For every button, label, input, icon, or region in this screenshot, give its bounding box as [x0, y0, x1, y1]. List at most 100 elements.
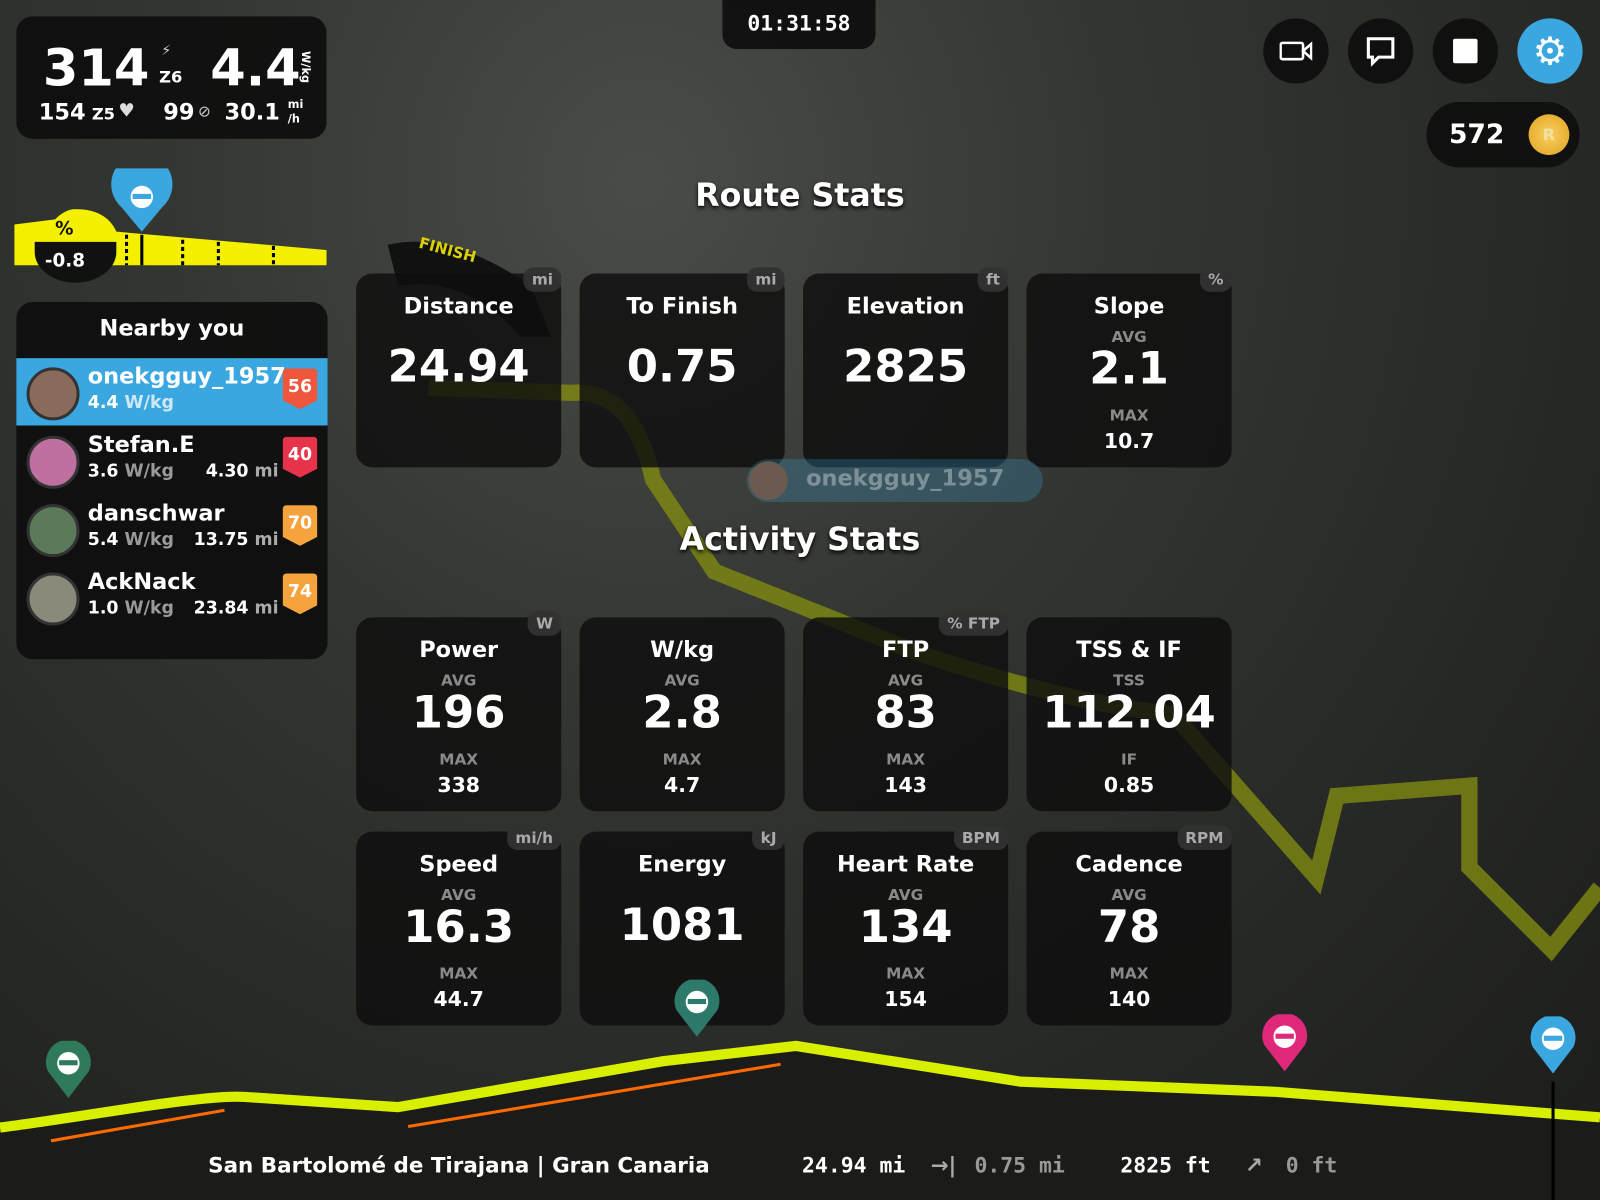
card-title: Cadence	[1075, 852, 1183, 878]
max-label: MAX	[1109, 406, 1149, 425]
elevation-effort-line	[50, 1062, 781, 1143]
stat-card-heart-rate: Heart Rate BPM AVG 134 MAX 154	[803, 825, 1009, 1026]
stat-card-w-kg: W/kg AVG 2.8 MAX 4.7	[579, 617, 785, 812]
climb-remaining: 0 ft	[1285, 1153, 1338, 1178]
avatar	[26, 504, 80, 558]
card-unit: BPM	[953, 825, 1009, 850]
max-label: MAX	[886, 964, 926, 983]
card-title: Speed	[419, 852, 499, 878]
avg-label: TSS	[1113, 671, 1145, 690]
speed-unit-top: mi	[287, 97, 304, 112]
card-title: W/kg	[650, 637, 715, 664]
max-label: IF	[1120, 749, 1138, 769]
card-title: Heart Rate	[837, 852, 975, 878]
max-value: 143	[884, 772, 927, 797]
card-title: Power	[419, 637, 499, 664]
wkg-value: 4.4	[210, 38, 301, 98]
card-value: 16.3	[403, 901, 515, 954]
level-badge: 74	[282, 573, 318, 615]
rider-name: Stefan.E	[87, 432, 195, 459]
rider-distance: 4.30 mi	[205, 461, 279, 482]
card-unit: RPM	[1177, 825, 1232, 850]
avg-label: AVG	[887, 885, 924, 905]
card-unit: mi	[747, 267, 785, 292]
rider-distance: 23.84 mi	[193, 597, 279, 619]
level-badge: 70	[282, 505, 318, 546]
rider-row[interactable]: Stefan.E 3.6 W/kg 4.30 mi 40	[16, 427, 327, 494]
avg-label: AVG	[441, 885, 477, 905]
camera-icon	[1279, 41, 1313, 61]
card-title: FTP	[882, 637, 930, 664]
rider-wkg: 5.4 W/kg	[87, 529, 174, 550]
rider-position-marker-icon	[674, 979, 720, 1037]
cadence-icon: ⊘	[197, 102, 211, 121]
rider-wkg: 3.6 W/kg	[87, 461, 174, 482]
rider-row[interactable]: danschwar 5.4 W/kg 13.75 mi 70	[16, 495, 327, 562]
stat-card-elevation: Elevation ft 2825	[803, 267, 1009, 468]
card-unit: %	[1199, 267, 1232, 292]
stat-card-to-finish: To Finish mi 0.75	[579, 267, 785, 468]
rider-row[interactable]: AckNack 1.0 W/kg 23.84 mi 74	[16, 563, 327, 630]
settings-button[interactable]: ⚙	[1517, 18, 1583, 84]
max-label: MAX	[439, 964, 479, 983]
card-value: 1081	[619, 898, 745, 952]
level-badge: 56	[282, 368, 318, 410]
card-value: 24.94	[387, 340, 530, 393]
rider-name: onekgguy_1957	[87, 364, 286, 390]
avatar	[26, 572, 80, 626]
card-value: 83	[874, 686, 937, 739]
max-label: MAX	[1109, 964, 1149, 983]
coin-icon: R	[1528, 114, 1570, 156]
slope-profile	[14, 168, 327, 283]
card-unit: kJ	[752, 825, 785, 850]
camera-button[interactable]	[1263, 18, 1329, 84]
to-finish-icon: →|	[930, 1153, 957, 1178]
max-value: 154	[884, 986, 927, 1012]
elevation-profile-fill	[0, 1045, 1600, 1200]
rider-hud: 314 ⚡ Z6 4.4 W/kg 154 Z5 ♥ 99 ⊘ 30.1 mi …	[16, 16, 327, 139]
card-title: TSS & IF	[1076, 637, 1182, 664]
card-unit: mi/h	[507, 825, 562, 850]
rider-wkg: 4.4 W/kg	[87, 392, 174, 414]
rider-wkg: 1.0 W/kg	[87, 597, 174, 619]
avatar	[26, 435, 80, 489]
level-badge: 40	[282, 436, 318, 478]
to-finish-distance: 0.75 mi	[974, 1153, 1065, 1178]
slope-label: %	[55, 218, 74, 240]
coins-value: 572	[1448, 119, 1505, 150]
hr-zone: Z5	[91, 104, 116, 124]
stat-card-tss-if: TSS & IF TSS 112.04 IF 0.85	[1026, 617, 1232, 812]
nearby-title: Nearby you	[99, 316, 245, 342]
rider-row[interactable]: onekgguy_1957 4.4 W/kg 56	[16, 358, 328, 426]
cadence-value: 99	[163, 99, 195, 126]
speed-unit-bottom: /h	[287, 112, 300, 126]
max-value: 4.7	[664, 772, 701, 797]
power-zone: Z6	[159, 67, 183, 87]
slope-value: -0.8	[44, 249, 86, 272]
max-value: 44.7	[433, 986, 484, 1012]
chat-icon	[1366, 37, 1395, 67]
stat-card-power: Power W AVG 196 MAX 338	[356, 611, 562, 812]
card-value: 2.1	[1089, 342, 1169, 395]
stat-card-ftp: FTP % FTP AVG 83 MAX 143	[803, 611, 1009, 812]
card-title: Elevation	[846, 293, 965, 320]
avatar	[26, 367, 80, 421]
stat-card-distance: Distance mi 24.94	[356, 267, 562, 468]
stop-button[interactable]	[1432, 18, 1498, 84]
route-stats-title: Route Stats	[695, 177, 905, 215]
card-value: 112.04	[1042, 686, 1216, 739]
elevation-profile-line	[0, 1040, 1600, 1133]
speed-value: 30.1	[224, 99, 280, 126]
chat-button[interactable]	[1347, 18, 1414, 84]
rider-position-marker-icon	[1530, 1016, 1576, 1074]
power-value: 314	[42, 38, 150, 98]
stat-card-cadence: Cadence RPM AVG 78 MAX 140	[1026, 825, 1232, 1026]
stat-card-energy: Energy kJ 1081	[579, 825, 785, 1026]
card-title: Energy	[637, 852, 727, 878]
max-label: MAX	[662, 749, 702, 769]
stat-card-speed: Speed mi/h AVG 16.3 MAX 44.7	[356, 825, 562, 1026]
card-title: To Finish	[626, 293, 738, 320]
map-rider-tag: onekgguy_1957	[746, 459, 1043, 503]
hr-value: 154	[38, 99, 86, 126]
